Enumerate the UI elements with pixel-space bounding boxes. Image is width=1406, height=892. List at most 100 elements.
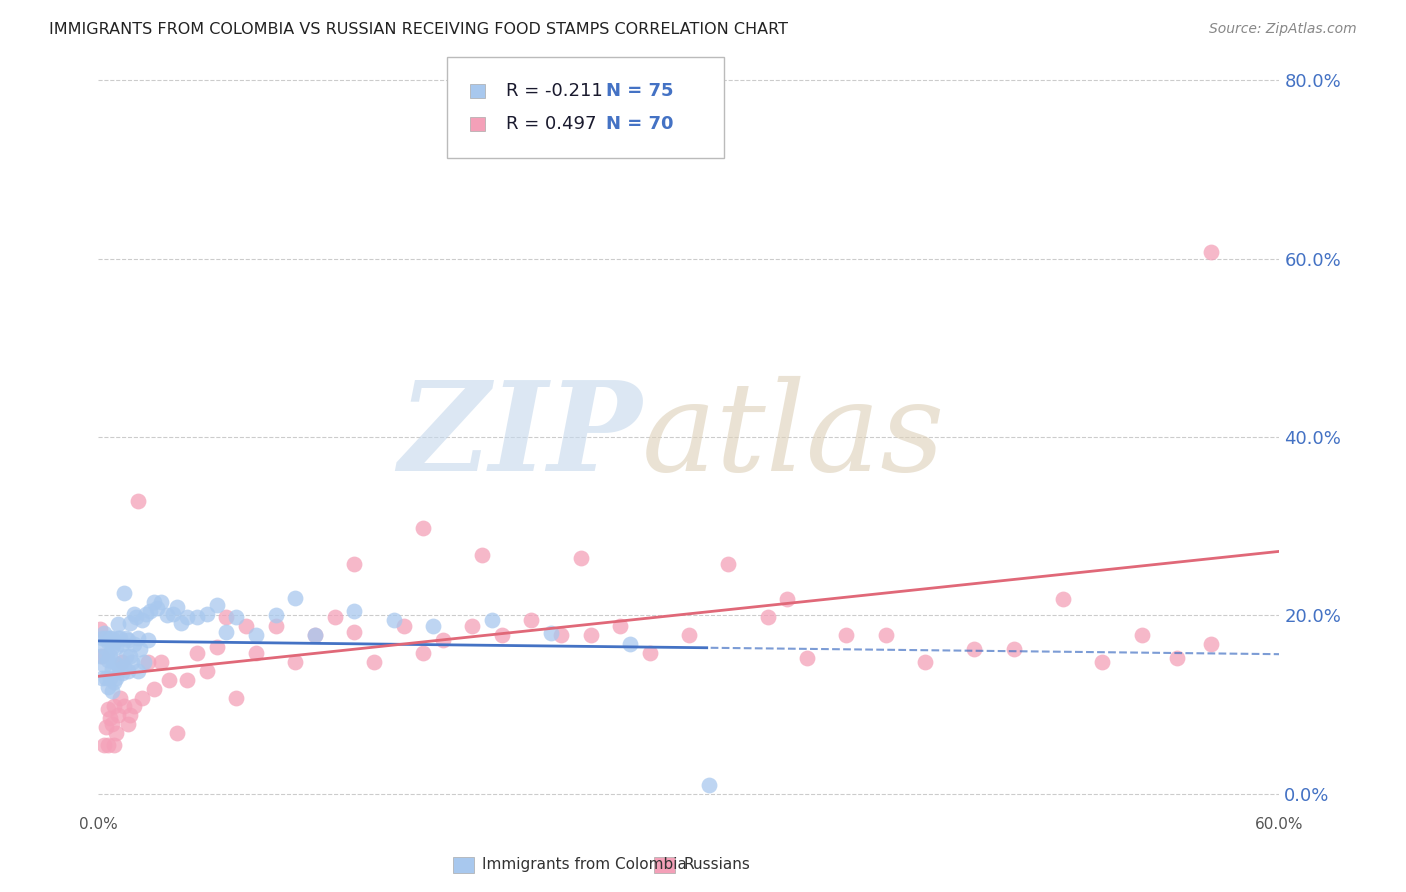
- Text: Source: ZipAtlas.com: Source: ZipAtlas.com: [1209, 22, 1357, 37]
- Point: [97, 653, 120, 667]
- Point: [97, 680, 120, 694]
- Point: [1199, 244, 1222, 259]
- Point: [121, 655, 143, 669]
- Point: [717, 557, 740, 571]
- FancyBboxPatch shape: [654, 856, 675, 873]
- Point: [176, 610, 198, 624]
- Point: [142, 681, 165, 696]
- Point: [157, 673, 180, 687]
- Point: [115, 631, 138, 645]
- Point: [225, 610, 247, 624]
- Point: [118, 615, 141, 630]
- Point: [93, 657, 115, 672]
- Point: [105, 640, 128, 654]
- Point: [422, 619, 444, 633]
- Point: [579, 628, 602, 642]
- Point: [128, 642, 150, 657]
- Point: [146, 601, 169, 615]
- Point: [796, 651, 818, 665]
- Point: [107, 708, 129, 723]
- Point: [111, 666, 134, 681]
- Point: [98, 648, 121, 663]
- Point: [1199, 637, 1222, 651]
- Point: [108, 690, 131, 705]
- Point: [103, 699, 125, 714]
- Point: [107, 617, 129, 632]
- Point: [678, 628, 700, 642]
- Text: R = -0.211: R = -0.211: [506, 82, 603, 100]
- Point: [162, 607, 184, 621]
- Point: [481, 613, 503, 627]
- Point: [101, 684, 124, 698]
- FancyBboxPatch shape: [471, 117, 485, 130]
- Point: [343, 557, 366, 571]
- Point: [98, 671, 121, 685]
- FancyBboxPatch shape: [453, 856, 474, 873]
- Text: N = 75: N = 75: [606, 82, 673, 100]
- Point: [638, 646, 661, 660]
- Point: [135, 607, 157, 621]
- Point: [835, 628, 858, 642]
- Point: [93, 738, 115, 752]
- Point: [117, 664, 139, 678]
- Point: [97, 702, 120, 716]
- Text: Russians: Russians: [683, 856, 749, 871]
- Point: [225, 690, 247, 705]
- Point: [118, 708, 141, 723]
- Point: [103, 675, 125, 690]
- FancyBboxPatch shape: [447, 57, 724, 159]
- Point: [195, 664, 218, 678]
- Text: Immigrants from Colombia: Immigrants from Colombia: [482, 856, 688, 871]
- Point: [101, 662, 124, 676]
- Point: [215, 624, 238, 639]
- Point: [363, 655, 385, 669]
- Point: [520, 613, 543, 627]
- Point: [461, 619, 484, 633]
- Point: [96, 671, 118, 685]
- Point: [245, 646, 267, 660]
- Point: [91, 648, 114, 663]
- Point: [195, 607, 218, 621]
- Point: [122, 637, 145, 651]
- Point: [105, 671, 128, 685]
- Point: [550, 628, 572, 642]
- Point: [382, 613, 405, 627]
- Point: [215, 610, 238, 624]
- Point: [98, 711, 121, 725]
- Point: [103, 655, 125, 669]
- Point: [125, 610, 148, 624]
- Point: [112, 699, 135, 714]
- Point: [127, 631, 149, 645]
- Point: [131, 690, 153, 705]
- Point: [112, 660, 135, 674]
- Point: [91, 671, 114, 685]
- Point: [205, 640, 228, 654]
- Point: [103, 738, 125, 752]
- Point: [176, 673, 198, 687]
- Text: atlas: atlas: [641, 376, 945, 498]
- Point: [97, 635, 120, 649]
- Point: [756, 610, 779, 624]
- Point: [569, 550, 592, 565]
- Point: [150, 655, 173, 669]
- FancyBboxPatch shape: [471, 84, 485, 97]
- Point: [166, 726, 188, 740]
- Point: [115, 648, 138, 663]
- Point: [101, 640, 124, 654]
- Point: [875, 628, 897, 642]
- Point: [96, 648, 118, 663]
- Point: [103, 635, 125, 649]
- Point: [89, 622, 111, 636]
- Point: [264, 619, 287, 633]
- Point: [619, 637, 641, 651]
- Point: [1052, 592, 1074, 607]
- Point: [108, 662, 131, 676]
- Point: [136, 633, 159, 648]
- Point: [343, 624, 366, 639]
- Point: [343, 604, 366, 618]
- Point: [118, 648, 141, 663]
- Point: [112, 586, 135, 600]
- Point: [186, 646, 208, 660]
- Point: [142, 595, 165, 609]
- Point: [131, 613, 153, 627]
